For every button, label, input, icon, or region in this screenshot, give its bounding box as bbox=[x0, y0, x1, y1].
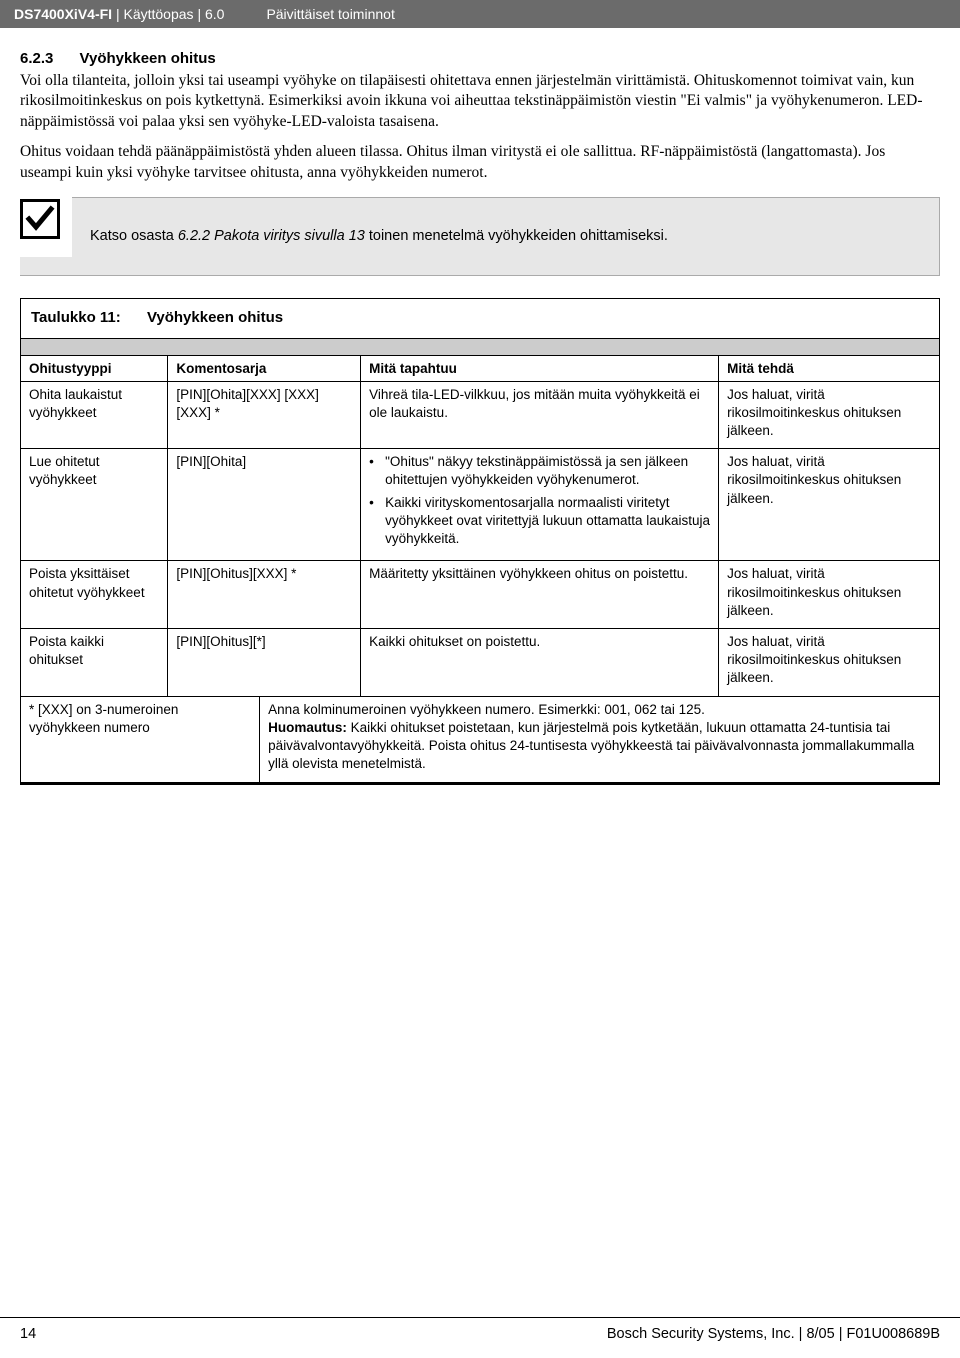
paragraph-2: Ohitus voidaan tehdä päänäppäimistöstä y… bbox=[20, 142, 940, 183]
page-number: 14 bbox=[20, 1326, 36, 1342]
section-title: Vyöhykkeen ohitus bbox=[80, 50, 216, 67]
cell-type: Lue ohitetut vyöhykkeet bbox=[21, 449, 168, 561]
cell-do: Jos haluat, viritä rikosilmoitinkeskus o… bbox=[719, 449, 939, 561]
cell-what: Vihreä tila-LED-vilkkuu, jos mitään muit… bbox=[361, 381, 719, 449]
table-row: Lue ohitetut vyöhykkeet [PIN][Ohita] "Oh… bbox=[21, 449, 939, 561]
cell-cmd: [PIN][Ohitus][*] bbox=[168, 628, 361, 696]
cell-what: Määritetty yksittäinen vyöhykkeen ohitus… bbox=[361, 561, 719, 629]
header-product: DS7400XiV4-FI bbox=[14, 6, 112, 22]
note-suffix: toinen menetelmä vyöhykkeiden ohittamise… bbox=[365, 228, 668, 244]
note-prefix: Katso osasta bbox=[90, 228, 178, 244]
section-heading: 6.2.3 Vyöhykkeen ohitus bbox=[20, 50, 940, 67]
table-row: Poista kaikki ohitukset [PIN][Ohitus][*]… bbox=[21, 628, 939, 696]
list-item: "Ohitus" näkyy tekstinäppäimistössä ja s… bbox=[369, 453, 710, 489]
table-grey-band bbox=[21, 338, 939, 356]
note-reference: 6.2.2 Pakota viritys sivulla 13 bbox=[178, 228, 365, 244]
header-sep2: | bbox=[197, 6, 201, 22]
page-footer: 14 Bosch Security Systems, Inc. | 8/05 |… bbox=[0, 1317, 960, 1342]
footnote-rest: Kaikki ohitukset poistetaan, kun järjest… bbox=[268, 720, 914, 771]
bullet-list: "Ohitus" näkyy tekstinäppäimistössä ja s… bbox=[369, 453, 710, 548]
table-row: Ohita laukaistut vyöhykkeet [PIN][Ohita]… bbox=[21, 381, 939, 449]
note-text: Katso osasta 6.2.2 Pakota viritys sivull… bbox=[72, 198, 678, 274]
th-what: Mitä tapahtuu bbox=[361, 356, 719, 382]
checkmark-icon bbox=[20, 199, 60, 239]
footnote-line1: Anna kolminumeroinen vyöhykkeen numero. … bbox=[268, 701, 931, 719]
footnote-left: * [XXX] on 3-numeroinen vyöhykkeen numer… bbox=[21, 697, 260, 782]
cell-do: Jos haluat, viritä rikosilmoitinkeskus o… bbox=[719, 628, 939, 696]
table-header-row: Ohitustyyppi Komentosarja Mitä tapahtuu … bbox=[21, 356, 939, 382]
cell-what: Kaikki ohitukset on poistettu. bbox=[361, 628, 719, 696]
footnote-bold: Huomautus: bbox=[268, 720, 347, 735]
paragraph-1: Voi olla tilanteita, jolloin yksi tai us… bbox=[20, 71, 940, 132]
th-cmd: Komentosarja bbox=[168, 356, 361, 382]
th-do: Mitä tehdä bbox=[719, 356, 939, 382]
table-footnote-row: * [XXX] on 3-numeroinen vyöhykkeen numer… bbox=[21, 696, 939, 783]
page-header: DS7400XiV4-FI | Käyttöopas | 6.0 Päivitt… bbox=[0, 0, 960, 28]
table-label: Taulukko 11: bbox=[31, 309, 121, 326]
footnote-cell: * [XXX] on 3-numeroinen vyöhykkeen numer… bbox=[21, 696, 939, 783]
header-sep1: | bbox=[116, 6, 120, 22]
cell-cmd: [PIN][Ohitus][XXX] * bbox=[168, 561, 361, 629]
th-type: Ohitustyyppi bbox=[21, 356, 168, 382]
footnote-right: Anna kolminumeroinen vyöhykkeen numero. … bbox=[260, 697, 939, 782]
cell-cmd: [PIN][Ohita] bbox=[168, 449, 361, 561]
cell-do: Jos haluat, viritä rikosilmoitinkeskus o… bbox=[719, 561, 939, 629]
section-number: 6.2.3 bbox=[20, 50, 53, 67]
note-icon-wrap bbox=[20, 197, 72, 257]
header-guide: Käyttöopas bbox=[123, 6, 193, 22]
cell-type: Ohita laukaistut vyöhykkeet bbox=[21, 381, 168, 449]
table-wrapper: Taulukko 11: Vyöhykkeen ohitus Ohitustyy… bbox=[20, 298, 940, 785]
cell-type: Poista yksittäiset ohitetut vyöhykkeet bbox=[21, 561, 168, 629]
footnote-inner: * [XXX] on 3-numeroinen vyöhykkeen numer… bbox=[21, 697, 939, 783]
table-row: Poista yksittäiset ohitetut vyöhykkeet [… bbox=[21, 561, 939, 629]
footer-right: Bosch Security Systems, Inc. | 8/05 | F0… bbox=[607, 1326, 940, 1342]
bypass-table: Ohitustyyppi Komentosarja Mitä tapahtuu … bbox=[21, 356, 939, 784]
footnote-line2: Huomautus: Kaikki ohitukset poistetaan, … bbox=[268, 719, 931, 774]
header-chapter: Päivittäiset toiminnot bbox=[266, 6, 394, 22]
table-name: Vyöhykkeen ohitus bbox=[147, 309, 283, 326]
cell-what: "Ohitus" näkyy tekstinäppäimistössä ja s… bbox=[361, 449, 719, 561]
table-title: Taulukko 11: Vyöhykkeen ohitus bbox=[21, 299, 939, 338]
page-content: 6.2.3 Vyöhykkeen ohitus Voi olla tilante… bbox=[0, 28, 960, 785]
list-item: Kaikki virityskomentosarjalla normaalist… bbox=[369, 494, 710, 549]
cell-cmd: [PIN][Ohita][XXX] [XXX][XXX] * bbox=[168, 381, 361, 449]
note-box: Katso osasta 6.2.2 Pakota viritys sivull… bbox=[20, 197, 940, 275]
cell-do: Jos haluat, viritä rikosilmoitinkeskus o… bbox=[719, 381, 939, 449]
header-version: 6.0 bbox=[205, 6, 224, 22]
header-left: DS7400XiV4-FI | Käyttöopas | 6.0 bbox=[14, 6, 224, 22]
cell-type: Poista kaikki ohitukset bbox=[21, 628, 168, 696]
